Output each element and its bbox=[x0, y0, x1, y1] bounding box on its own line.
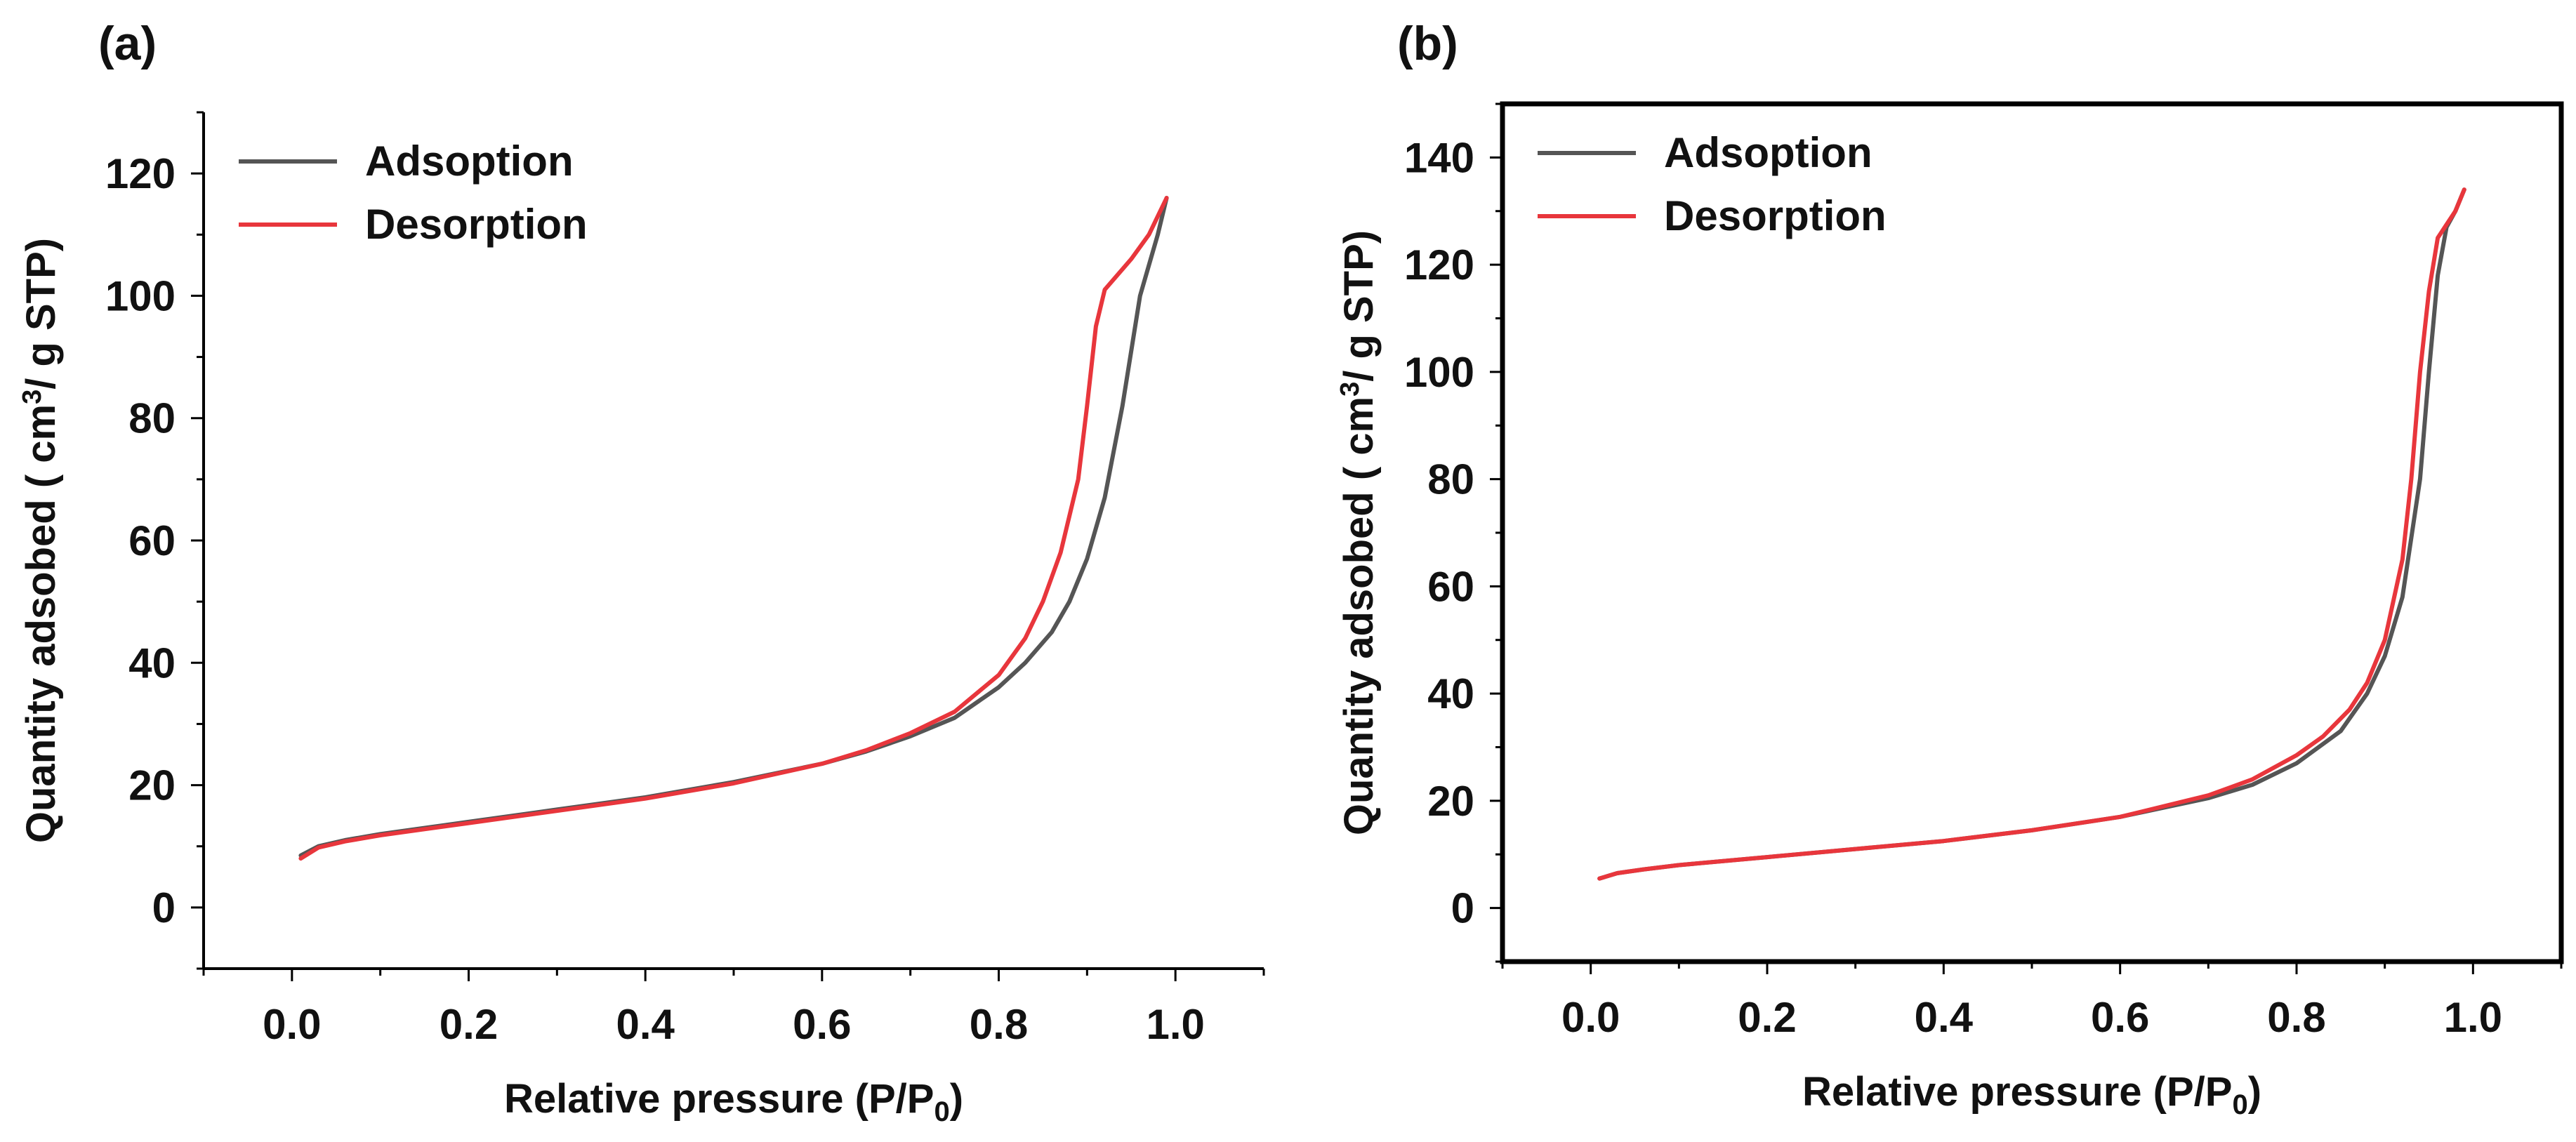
adsorption-series-line bbox=[1597, 187, 2466, 881]
plot-frame bbox=[1500, 101, 2564, 964]
x-axis-title-main: Relative pressure (P/P bbox=[504, 1076, 934, 1122]
y-tick-label: 20 bbox=[128, 762, 176, 809]
x-axis-title-main: Relative pressure (P/P bbox=[1802, 1069, 2233, 1115]
y-axis-title-post: / g STP) bbox=[18, 238, 64, 390]
y-tick-label: 140 bbox=[1404, 134, 1474, 181]
legend-adsorption-label: Adsoption bbox=[1664, 129, 1872, 176]
x-tick-label: 0.6 bbox=[2091, 994, 2149, 1041]
y-tick-label: 40 bbox=[128, 639, 176, 686]
x-tick-label: 0.8 bbox=[970, 1001, 1028, 1048]
x-axis-title-tail: ) bbox=[2248, 1069, 2261, 1115]
panel-label: (a) bbox=[98, 17, 157, 70]
x-tick-label: 0.2 bbox=[1738, 994, 1796, 1041]
x-tick-label: 1.0 bbox=[1146, 1001, 1204, 1048]
chart-panel-b: (b) 0 20 40 60 80 100 120 140 0.0 0.2 0.4 0.6 0.8 1.0 R… bbox=[1335, 17, 2564, 1120]
y-tick-label: 100 bbox=[1404, 349, 1474, 396]
adsorption-series-line bbox=[298, 196, 1169, 858]
x-axis-title-subscript: 0 bbox=[2232, 1089, 2247, 1120]
y-tick-label: 0 bbox=[152, 884, 176, 931]
panel-label: (b) bbox=[1397, 17, 1458, 70]
x-tick-label: 0.8 bbox=[2267, 994, 2325, 1041]
x-axis-title: Relative pressure (P/P0) bbox=[504, 1076, 963, 1127]
y-axis-title-superscript: 3 bbox=[18, 390, 47, 404]
x-tick-label: 0.0 bbox=[1561, 994, 1620, 1041]
y-tick-label: 20 bbox=[1427, 778, 1474, 825]
y-tick-label: 60 bbox=[128, 517, 176, 564]
x-tick-label: 0.4 bbox=[616, 1001, 675, 1048]
desorption-series-line bbox=[1597, 187, 2466, 881]
x-tick-label: 0.0 bbox=[263, 1001, 321, 1048]
legend-desorption-label: Desorption bbox=[365, 201, 588, 248]
y-tick-label: 120 bbox=[105, 150, 176, 197]
y-axis-title-post: / g STP) bbox=[1336, 230, 1382, 382]
legend-desorption-label: Desorption bbox=[1664, 192, 1887, 239]
y-axis-title-superscript: 3 bbox=[1335, 382, 1365, 397]
legend-adsorption-label: Adsoption bbox=[365, 138, 574, 185]
x-axis-title-tail: ) bbox=[950, 1076, 963, 1122]
chart-panel-a: (a) 0 20 40 60 80 100 120 0.0 0.2 0.4 0.6 0.8 1.0 Rela… bbox=[18, 17, 1265, 1127]
y-tick-label: 40 bbox=[1427, 670, 1474, 717]
y-tick-label: 120 bbox=[1404, 241, 1474, 288]
y-axis-title: Quantity adsobed ( cm3/ g STP) bbox=[1335, 230, 1382, 835]
y-tick-label: 80 bbox=[128, 395, 176, 442]
y-axis-title: Quantity adsobed ( cm3/ g STP) bbox=[18, 238, 64, 843]
x-tick-label: 0.4 bbox=[1915, 994, 1974, 1041]
y-tick-label: 100 bbox=[105, 272, 176, 319]
y-tick-label: 0 bbox=[1451, 885, 1474, 932]
x-tick-label: 0.2 bbox=[440, 1001, 498, 1048]
desorption-series-line bbox=[298, 196, 1169, 861]
y-axis-title-main: Quantity adsobed ( cm bbox=[1336, 397, 1382, 835]
x-axis-title-subscript: 0 bbox=[934, 1096, 949, 1127]
x-tick-label: 1.0 bbox=[2444, 994, 2502, 1041]
x-tick-label: 0.6 bbox=[793, 1001, 851, 1048]
x-axis-title: Relative pressure (P/P0) bbox=[1802, 1069, 2261, 1120]
y-tick-label: 80 bbox=[1427, 456, 1474, 503]
y-axis-title-main: Quantity adsobed ( cm bbox=[18, 404, 64, 843]
y-tick-label: 60 bbox=[1427, 563, 1474, 610]
